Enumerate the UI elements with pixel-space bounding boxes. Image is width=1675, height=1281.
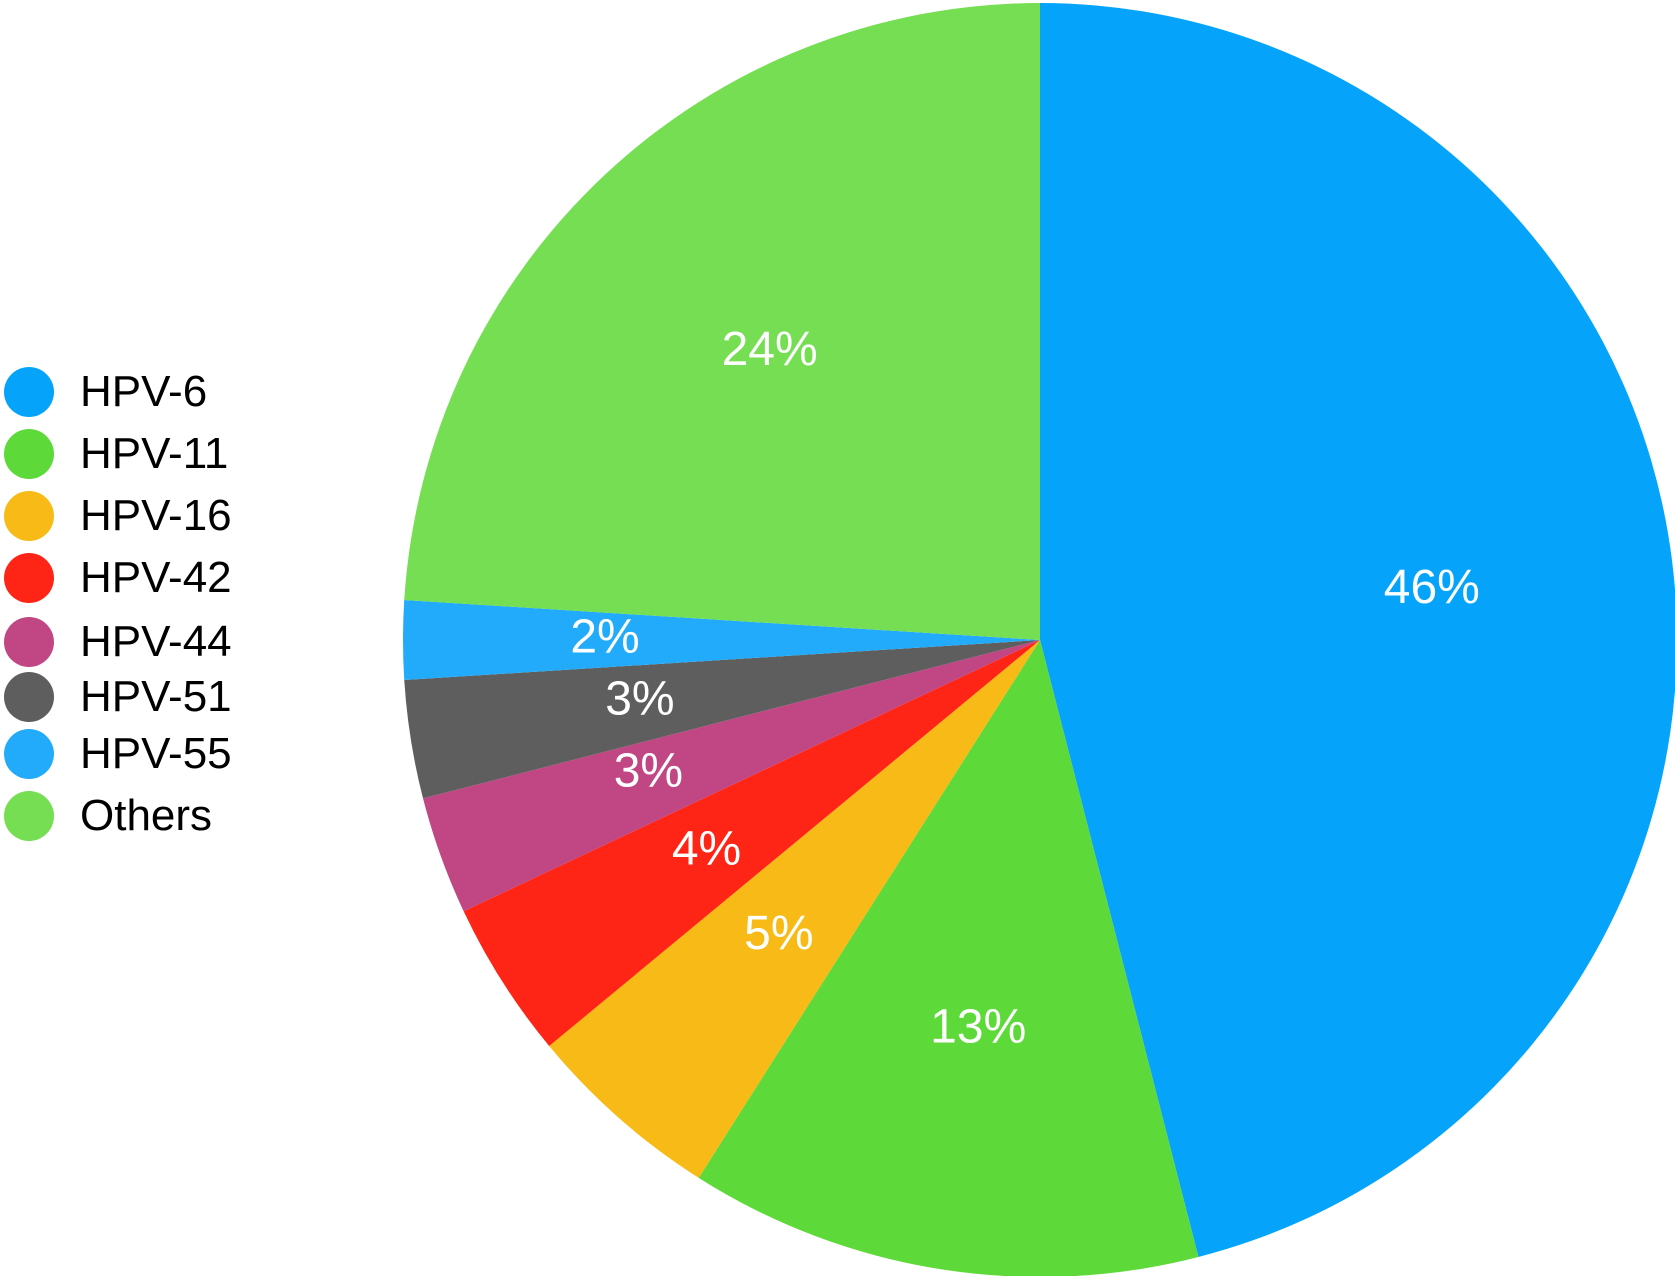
legend-swatch (4, 491, 54, 541)
legend-label: HPV-51 (80, 672, 232, 721)
legend-label: HPV-55 (80, 729, 232, 778)
slice-label-hpv-55: 2% (570, 611, 639, 664)
slice-label-others: 24% (722, 323, 818, 376)
legend-swatch (4, 672, 54, 722)
pie-slice-hpv-44 (423, 640, 1040, 912)
slice-label-hpv-16: 5% (744, 907, 813, 960)
legend-swatch (4, 367, 54, 417)
pie-slice-hpv-55 (403, 600, 1041, 680)
legend-swatch (4, 617, 54, 667)
legend-item-hpv-44: HPV-44 (0, 610, 300, 670)
legend-label: HPV-44 (80, 617, 232, 666)
slice-label-hpv-11: 13% (930, 1001, 1026, 1054)
legend-label: Others (80, 791, 213, 840)
slice-label-hpv-6: 46% (1384, 561, 1480, 614)
pie-slice-hpv-42 (463, 640, 1041, 1047)
legend-item-others: Others (0, 784, 300, 844)
slice-label-hpv-42: 4% (672, 822, 741, 875)
legend-label: HPV-42 (80, 553, 232, 602)
legend-item-hpv-16: HPV-16 (0, 484, 300, 544)
legend-label: HPV-11 (80, 429, 229, 478)
legend-swatch (4, 729, 54, 779)
legend-swatch (4, 553, 54, 603)
legend-label: HPV-6 (80, 367, 208, 416)
pie-slice-hpv-6 (1040, 3, 1675, 1257)
pie-slice-others (404, 3, 1041, 640)
legend-item-hpv-55: HPV-55 (0, 722, 300, 782)
pie-slice-hpv-16 (549, 640, 1040, 1178)
pie-slice-hpv-11 (698, 640, 1199, 1277)
legend-item-hpv-11: HPV-11 (0, 422, 300, 482)
legend-swatch (4, 791, 54, 841)
legend-item-hpv-6: HPV-6 (0, 360, 300, 420)
legend-label: HPV-16 (80, 491, 232, 540)
slice-label-hpv-44: 3% (614, 744, 683, 797)
legend-swatch (4, 429, 54, 479)
legend-item-hpv-42: HPV-42 (0, 546, 300, 606)
legend-item-hpv-51: HPV-51 (0, 665, 300, 725)
pie-slice-hpv-51 (404, 640, 1041, 799)
slice-label-hpv-51: 3% (605, 672, 674, 725)
